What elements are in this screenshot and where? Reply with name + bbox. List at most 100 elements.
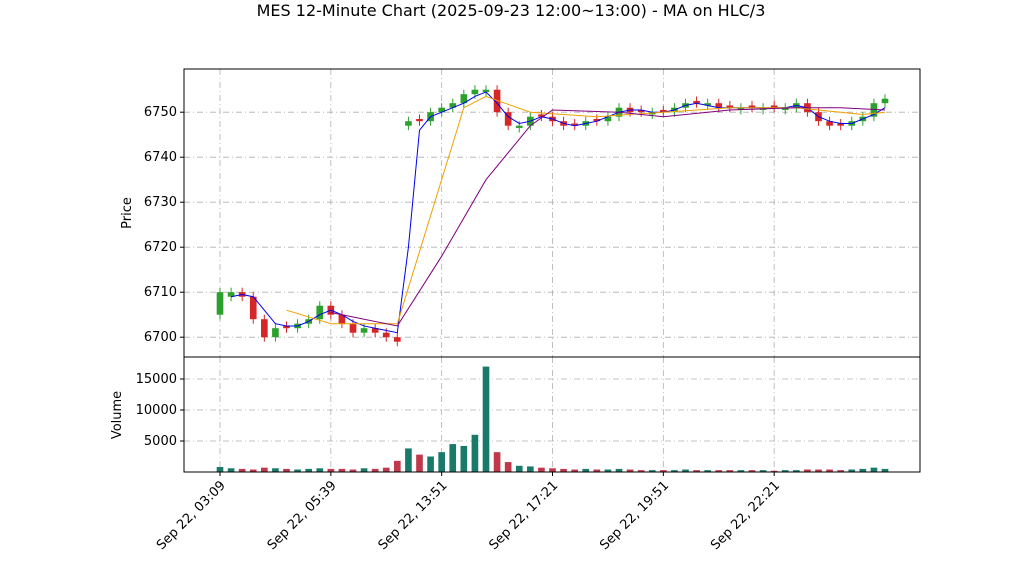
volume-bar xyxy=(316,468,324,472)
volume-bar xyxy=(781,470,789,472)
volume-bar xyxy=(427,456,434,472)
volume-bar xyxy=(360,468,368,472)
candle-body xyxy=(571,123,578,126)
candle-body xyxy=(770,105,778,108)
candle-body xyxy=(515,125,523,128)
candle-body xyxy=(227,292,235,297)
volume-bar xyxy=(704,470,711,472)
candle-body xyxy=(249,296,257,320)
x-tick-label: Sep 22, 17:21 xyxy=(486,478,561,553)
y-tick-label: 6730 xyxy=(144,195,177,210)
volume-bar xyxy=(216,467,224,472)
candle-body xyxy=(405,121,412,126)
candle-body xyxy=(693,100,700,104)
candle-body xyxy=(504,112,512,126)
volume-bar xyxy=(227,468,235,472)
volume-tick-label: 15000 xyxy=(136,372,177,387)
y-tick-label: 6750 xyxy=(144,105,177,120)
x-tick-label: Sep 22, 03:09 xyxy=(154,478,229,553)
volume-bar xyxy=(837,470,844,472)
moving-average-line xyxy=(330,107,886,327)
y-tick-label: 6700 xyxy=(144,330,177,345)
candle-body xyxy=(460,94,468,104)
candle-body xyxy=(715,103,723,108)
volume-bar xyxy=(449,444,457,472)
volume-bar xyxy=(349,469,357,472)
candle-body xyxy=(660,109,667,113)
y-tick-label: 6710 xyxy=(144,285,177,300)
candle-body xyxy=(881,98,889,104)
volume-bar xyxy=(826,469,833,472)
volume-bar xyxy=(615,468,623,472)
volume-frame xyxy=(183,356,921,473)
volume-bar xyxy=(527,466,534,472)
volume-bar xyxy=(571,469,578,472)
candle-body xyxy=(471,89,479,95)
candle-body xyxy=(272,328,279,338)
plot-layer: 6700 6710 6720 6730 6740 6750 5000 10000 15000 Se… xyxy=(136,69,920,553)
candle-body xyxy=(482,89,490,92)
volume-bar xyxy=(582,468,590,472)
y-axis-label: Price xyxy=(120,197,135,229)
candle-body xyxy=(349,323,357,333)
volume-bar xyxy=(504,462,512,472)
candle-body xyxy=(704,103,711,106)
volume-bar xyxy=(460,445,468,472)
volume-tick-label: 10000 xyxy=(136,403,177,418)
volume-bar xyxy=(648,470,656,472)
candle-body xyxy=(826,121,833,126)
volume-bar xyxy=(804,469,811,472)
volume-bar xyxy=(870,467,878,472)
candle-body xyxy=(637,109,645,113)
volume-bar xyxy=(471,434,479,472)
x-tick-label: Sep 22, 22:21 xyxy=(708,478,783,553)
volume-axis-label: Volume xyxy=(110,391,125,439)
candle-body xyxy=(726,105,734,108)
moving-average-line xyxy=(286,95,886,325)
candle-body xyxy=(371,328,379,333)
candle-body xyxy=(261,319,268,338)
volume-bar xyxy=(715,470,723,472)
volume-bar xyxy=(305,468,312,472)
volume-bar xyxy=(549,468,556,472)
volume-bar xyxy=(382,467,390,472)
candle-body xyxy=(781,107,789,110)
volume-bar xyxy=(438,452,445,472)
candle-body xyxy=(737,107,745,110)
volume-bar xyxy=(671,470,678,472)
x-tick-label: Sep 22, 13:51 xyxy=(376,478,451,553)
volume-bar xyxy=(249,469,257,472)
volume-bar xyxy=(626,469,634,472)
candle-body xyxy=(748,105,756,108)
candle-body xyxy=(360,328,368,333)
candle-body xyxy=(216,292,224,315)
volume-tick-label: 5000 xyxy=(144,434,177,449)
candle-body xyxy=(394,337,401,342)
volume-bar xyxy=(748,470,756,472)
volume-bar xyxy=(637,470,645,472)
volume-bar xyxy=(294,469,301,472)
volume-bar xyxy=(737,470,745,472)
volume-bar xyxy=(327,468,335,472)
candle-body xyxy=(870,103,878,117)
volume-bar xyxy=(515,465,523,472)
y-tick-label: 6720 xyxy=(144,240,177,255)
volume-bar xyxy=(770,470,778,472)
volume-bar xyxy=(261,467,268,472)
x-tick-label: Sep 22, 05:39 xyxy=(265,478,340,553)
volume-bar xyxy=(793,470,800,472)
volume-bar xyxy=(815,469,822,472)
candle-body xyxy=(283,325,290,329)
volume-bar xyxy=(338,468,346,472)
volume-bar xyxy=(560,468,567,472)
candle-body xyxy=(593,118,601,122)
candle-body xyxy=(316,305,324,320)
y-tick-label: 6740 xyxy=(144,150,177,165)
volume-bar xyxy=(759,470,767,472)
moving-average-line xyxy=(230,91,886,334)
candle-body xyxy=(438,107,445,113)
chart-title: MES 12-Minute Chart (2025-09-23 12:00~13… xyxy=(257,1,766,20)
volume-bar xyxy=(881,468,889,472)
volume-bar xyxy=(538,467,545,472)
volume-bar xyxy=(848,469,856,472)
